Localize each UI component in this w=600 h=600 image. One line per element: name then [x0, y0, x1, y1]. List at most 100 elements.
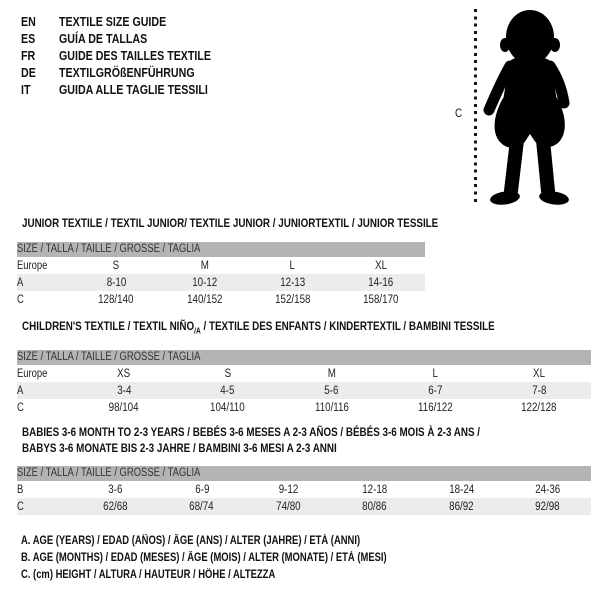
language-title: GUIDE DES TAILLES TEXTILE: [59, 47, 244, 64]
value-text: 68/74: [189, 500, 215, 513]
table-row: A 3-4 4-5 5-6 6-7 7-8: [17, 382, 591, 400]
footnote-line: A. AGE (YEARS) / EDAD (AÑOS) / ÂGE (ANS)…: [21, 533, 467, 550]
value-cell: 3-6: [72, 481, 158, 498]
row-label-text: A: [17, 276, 24, 289]
value-text: 14-16: [368, 276, 394, 289]
size-table: SIZE / TALLA / TAILLE / GRÖSSE / TAGLIA E…: [17, 350, 591, 416]
value-cell: 6-7: [383, 382, 487, 399]
value-text: 140/152: [186, 293, 223, 306]
value-text: XS: [117, 367, 131, 380]
value-text: M: [200, 259, 209, 272]
language-row: IT GUIDA ALLE TAGLIE TESSILI: [21, 81, 244, 98]
section-title-line: JUNIOR TEXTILE / TEXTIL JUNIOR/ TEXTILE …: [22, 215, 438, 231]
language-title-text: TEXTILGRÖßENFÜHRUNG: [59, 65, 195, 80]
row-label-cell: C: [17, 498, 72, 515]
value-cell: 92/98: [505, 498, 591, 515]
language-code-text: ES: [21, 31, 36, 46]
value-text: 12-13: [280, 276, 306, 289]
value-text: L: [432, 367, 439, 380]
value-text: L: [289, 259, 296, 272]
table-row: B 3-6 6-9 9-12 12-18 18-24 24-36: [17, 481, 591, 498]
language-title-text: GUIDE DES TAILLES TEXTILE: [59, 48, 212, 63]
size-table-body: SIZE / TALLA / TAILLE / GRÖSSE / TAGLIA E…: [17, 350, 591, 416]
language-row: EN TEXTILE SIZE GUIDE: [21, 13, 244, 30]
value-cell: 7-8: [487, 382, 591, 399]
size-header-cell: SIZE / TALLA / TAILLE / GRÖSSE / TAGLIA: [17, 242, 425, 257]
value-text: 104/110: [210, 401, 246, 414]
footnote-text: A. AGE (YEARS) / EDAD (AÑOS) / ÂGE (ANS)…: [21, 535, 361, 547]
language-title-text: GUIDA ALLE TAGLIE TESSILI: [59, 82, 208, 97]
value-text: 80/86: [362, 500, 388, 513]
language-title: GUIDA ALLE TAGLIE TESSILI: [59, 81, 241, 98]
row-label-text: C: [17, 500, 24, 513]
value-cell: 6-9: [159, 481, 245, 498]
value-cell: 4-5: [176, 382, 280, 399]
size-header-row: SIZE / TALLA / TAILLE / GRÖSSE / TAGLIA: [17, 350, 591, 366]
size-section-2: BABIES 3-6 MONTH TO 2-3 YEARS / BEBÉS 3-…: [17, 424, 591, 515]
value-cell: 12-13: [249, 274, 337, 291]
row-label-cell: C: [17, 291, 72, 308]
footnote-text: C. (cm) HEIGHT / ALTURA / HAUTEUR / HÖHE…: [21, 569, 276, 581]
value-text: 24-36: [535, 483, 561, 496]
value-cell: M: [280, 365, 384, 382]
size-table-body: SIZE / TALLA / TAILLE / GRÖSSE / TAGLIA E…: [17, 242, 425, 308]
value-cell: 9-12: [245, 481, 331, 498]
value-text: 74/80: [276, 500, 301, 513]
language-title-text: TEXTILE SIZE GUIDE: [59, 14, 167, 29]
size-table-body: SIZE / TALLA / TAILLE / GRÖSSE / TAGLIA B…: [17, 466, 591, 515]
value-cell: S: [72, 257, 160, 274]
value-text: 128/140: [98, 293, 134, 306]
language-code-text: IT: [21, 82, 31, 97]
language-code: IT: [21, 81, 59, 98]
value-cell: 140/152: [160, 291, 248, 308]
value-cell: 3-4: [72, 382, 176, 399]
language-code: EN: [21, 13, 59, 30]
language-title-text: GUÍA DE TALLAS: [59, 31, 148, 46]
value-cell: 14-16: [337, 274, 425, 291]
value-text: S: [112, 259, 120, 272]
value-text: 18-24: [448, 483, 474, 496]
language-title: GUÍA DE TALLAS: [59, 30, 167, 47]
row-label-cell: Europe: [17, 257, 72, 274]
value-text: S: [224, 367, 232, 380]
value-cell: 116/122: [383, 399, 487, 416]
language-code-text: FR: [21, 48, 36, 63]
value-text: 4-5: [220, 384, 235, 397]
table-row: Europe S M L XL: [17, 257, 425, 274]
value-cell: XS: [72, 365, 176, 382]
table-row: A 8-10 10-12 12-13 14-16: [17, 274, 425, 291]
section-title-line: BABYS 3-6 MONATE BIS 2-3 JAHRE / BAMBINI…: [22, 440, 591, 456]
value-cell: 24-36: [505, 481, 591, 498]
value-cell: XL: [487, 365, 591, 382]
table-row: C 128/140 140/152 152/158 158/170: [17, 291, 425, 308]
size-header-cell: SIZE / TALLA / TAILLE / GRÖSSE / TAGLIA: [17, 466, 591, 481]
value-text: 5-6: [324, 384, 339, 397]
size-header-text: SIZE / TALLA / TAILLE / GRÖSSE / TAGLIA: [17, 351, 201, 364]
value-text: 8-10: [106, 276, 126, 289]
value-text: 86/92: [449, 500, 474, 513]
value-cell: XL: [337, 257, 425, 274]
value-cell: 74/80: [245, 498, 331, 515]
size-table: SIZE / TALLA / TAILLE / GRÖSSE / TAGLIA E…: [17, 242, 425, 308]
section-title-line: BABIES 3-6 MONTH TO 2-3 YEARS / BEBÉS 3-…: [22, 424, 591, 440]
value-cell: 80/86: [332, 498, 418, 515]
language-code-text: DE: [21, 65, 36, 80]
row-label-text: A: [17, 384, 24, 397]
row-label-cell: A: [17, 382, 72, 399]
value-cell: 68/74: [159, 498, 245, 515]
height-measure-dashed-line: [474, 9, 477, 206]
size-header-text: SIZE / TALLA / TAILLE / GRÖSSE / TAGLIA: [17, 467, 201, 479]
value-text: 6-9: [194, 483, 209, 496]
section-title-line: CHILDREN'S TEXTILE / TEXTIL NIÑO/A / TEX…: [22, 318, 591, 339]
language-code: ES: [21, 30, 59, 47]
row-label-cell: Europe: [17, 365, 72, 382]
value-cell: 122/128: [487, 399, 591, 416]
value-cell: 10-12: [160, 274, 248, 291]
section-title-text: JUNIOR TEXTILE / TEXTIL JUNIOR/ TEXTILE …: [22, 215, 438, 231]
value-cell: 110/116: [280, 399, 384, 416]
value-cell: 18-24: [418, 481, 504, 498]
section-title-text: BABYS 3-6 MONATE BIS 2-3 JAHRE / BAMBINI…: [22, 440, 337, 456]
size-section-0: JUNIOR TEXTILE / TEXTIL JUNIOR/ TEXTILE …: [17, 215, 438, 308]
value-text: 9-12: [278, 483, 299, 496]
